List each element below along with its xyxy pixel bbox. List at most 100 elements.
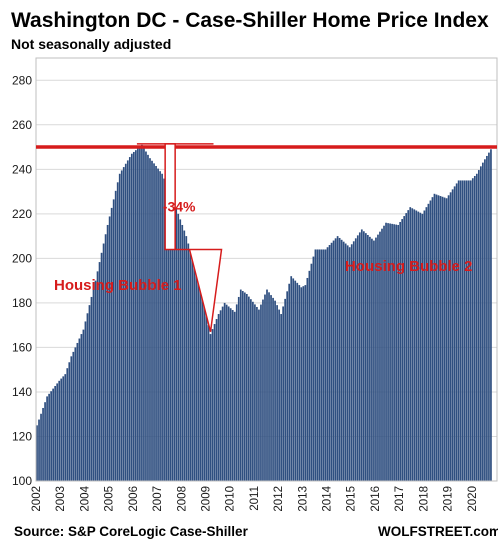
x-tick-label: 2004	[79, 485, 91, 511]
bar	[114, 190, 117, 481]
bar	[42, 407, 44, 481]
bar	[165, 183, 167, 482]
bar	[245, 293, 248, 481]
bar	[221, 306, 224, 481]
bar	[66, 368, 69, 481]
bar	[122, 167, 125, 481]
x-tick-label: 2012	[273, 486, 285, 512]
bar	[233, 311, 236, 481]
bar	[338, 237, 341, 481]
bar	[264, 294, 266, 481]
y-tick-label: 220	[12, 207, 32, 221]
bar	[167, 188, 170, 481]
bar	[92, 288, 95, 481]
x-tick-label: 2003	[55, 486, 67, 512]
bar	[258, 309, 260, 481]
x-tick-label: 2016	[370, 486, 382, 512]
bar	[356, 235, 359, 481]
bar	[437, 195, 440, 481]
bar	[274, 300, 276, 481]
bar	[459, 180, 462, 481]
bar	[465, 180, 468, 481]
x-tick-label: 2020	[467, 486, 479, 512]
bar	[411, 208, 414, 482]
bar	[407, 210, 410, 481]
bar	[169, 193, 172, 481]
bar	[70, 356, 73, 481]
bar	[385, 222, 387, 481]
bar	[46, 396, 48, 481]
bar	[427, 203, 430, 482]
bar	[399, 222, 402, 482]
bar	[358, 232, 361, 481]
bar	[191, 258, 194, 481]
drop-arrow	[136, 143, 223, 333]
x-tick-label: 2006	[128, 486, 140, 512]
y-tick-label: 120	[12, 429, 32, 443]
bar	[286, 291, 289, 481]
bar	[490, 149, 492, 482]
bar	[96, 271, 99, 481]
bar	[252, 301, 254, 481]
bar	[98, 262, 101, 481]
bar	[118, 173, 121, 481]
bar	[241, 291, 244, 481]
bar	[128, 157, 131, 482]
bars	[36, 144, 492, 482]
bar	[175, 208, 178, 482]
y-tick-label: 260	[12, 118, 32, 132]
bar	[455, 183, 458, 482]
bar	[235, 304, 238, 481]
bar	[369, 236, 371, 481]
bar	[360, 229, 363, 481]
bar	[332, 240, 335, 481]
bar	[296, 282, 299, 481]
bar	[482, 162, 484, 481]
x-tick-label: 2009	[200, 486, 212, 512]
bar	[477, 170, 480, 481]
bar	[80, 334, 83, 481]
bar	[217, 314, 220, 481]
bar	[316, 249, 319, 481]
bar	[110, 207, 113, 481]
bar	[199, 289, 202, 481]
bar	[484, 159, 486, 481]
y-tick-label: 140	[12, 385, 32, 399]
bar	[84, 321, 87, 481]
bar	[203, 307, 206, 481]
bar	[132, 151, 135, 481]
source-note: Source: S&P CoreLogic Case-Shiller	[14, 524, 249, 539]
bar	[106, 224, 109, 481]
bar	[326, 247, 329, 481]
bar	[403, 216, 406, 481]
bar	[161, 173, 163, 481]
bar	[443, 197, 446, 481]
bar	[365, 233, 367, 481]
bar	[397, 224, 400, 481]
bar	[44, 402, 46, 481]
bar	[143, 148, 145, 482]
annotation-drop-percent: -34%	[163, 199, 196, 215]
bar	[284, 298, 287, 481]
bar	[445, 198, 448, 482]
bar	[112, 199, 115, 482]
x-tick-label: 2015	[346, 486, 358, 512]
drop-arrow-shape	[164, 143, 223, 333]
bar	[195, 273, 198, 481]
bar	[193, 265, 196, 481]
bar	[310, 263, 313, 481]
bar	[302, 286, 305, 481]
bar	[64, 374, 67, 481]
bar	[344, 243, 347, 481]
bar	[247, 296, 250, 481]
bar	[266, 289, 268, 481]
bar	[145, 151, 147, 482]
bar	[227, 306, 230, 481]
bar	[181, 224, 184, 481]
bar	[451, 189, 454, 481]
y-tick-label: 200	[12, 251, 32, 265]
bar	[124, 163, 127, 481]
bar	[461, 180, 464, 481]
bar	[256, 306, 258, 481]
